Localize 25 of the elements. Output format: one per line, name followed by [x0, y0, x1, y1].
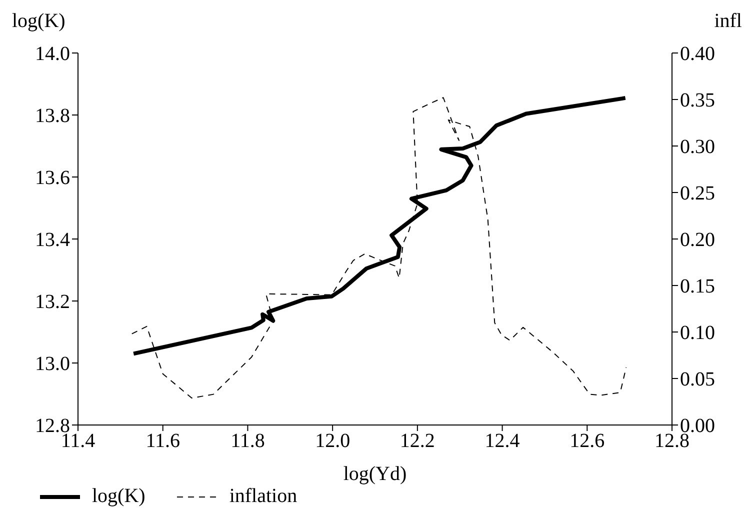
- y-tick-label: 13.4: [35, 229, 70, 252]
- y2-tick-label: 0.40: [680, 43, 715, 66]
- y2-tick-label: 0.35: [680, 90, 715, 112]
- x-axis-title: log(Yd): [343, 463, 407, 485]
- y-tick-label: 13.8: [35, 105, 70, 128]
- x-tick-label: 12.0: [315, 430, 350, 452]
- y2-tick-label: 0.30: [680, 136, 715, 158]
- y2-tick-label: 0.25: [680, 182, 715, 205]
- legend-label: inflation: [229, 485, 298, 508]
- y2-tick-label: 0.10: [680, 322, 715, 344]
- y-tick-label: 13.2: [35, 291, 70, 314]
- legend-label: log(K): [92, 485, 146, 508]
- x-tick-label: 11.6: [146, 430, 180, 452]
- y2-tick-label: 0.20: [680, 229, 715, 252]
- y2-tick-label: 0.05: [680, 368, 715, 391]
- y-tick-label: 13.0: [35, 353, 70, 376]
- y2-axis-title: infl: [714, 10, 742, 33]
- x-tick-label: 12.4: [484, 430, 520, 452]
- y-axis-title: log(K): [12, 10, 66, 33]
- x-tick-label: 11.8: [230, 430, 265, 452]
- y-tick-label: 14.0: [35, 43, 70, 66]
- x-tick-label: 12.2: [400, 430, 435, 452]
- y-tick-label: 13.6: [35, 167, 70, 190]
- y2-tick-label: 0.15: [680, 276, 715, 298]
- x-tick-label: 12.6: [570, 430, 605, 452]
